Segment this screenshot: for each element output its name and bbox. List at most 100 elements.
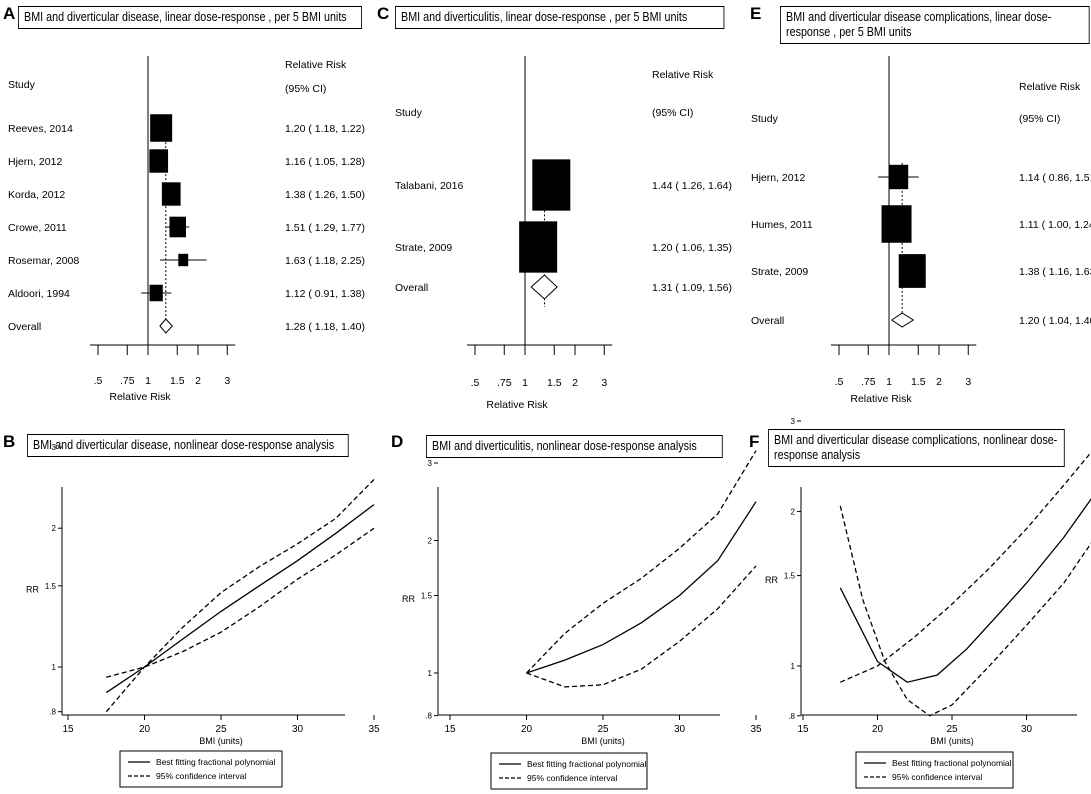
x-tick-label: .75 (120, 375, 135, 387)
study-rr-text: 1.16 ( 1.05, 1.28) (285, 156, 365, 168)
study-rr-text: 1.11 ( 1.00, 1.24) (1019, 219, 1091, 231)
x-axis-label: BMI (units) (199, 736, 243, 746)
x-tick-label: 25 (946, 724, 958, 735)
study-header: Study (8, 79, 36, 91)
y-axis-label: RR (765, 575, 778, 585)
study-label: Korda, 2012 (8, 189, 65, 201)
ci-curve (106, 527, 375, 678)
x-tick-label: .5 (94, 375, 103, 387)
study-box (161, 182, 181, 206)
overall-rr-text: 1.28 ( 1.18, 1.40) (285, 321, 365, 333)
overall-label: Overall (751, 315, 784, 327)
study-label: Hjern, 2012 (8, 156, 62, 168)
y-tick-label: .8 (425, 712, 432, 721)
legend-dashed-label: 95% confidence interval (156, 771, 246, 781)
panel-title: BMI and diverticular disease, linear dos… (18, 6, 362, 29)
study-box (169, 216, 186, 238)
overall-rr-text: 1.20 ( 1.04, 1.40) (1019, 315, 1091, 327)
x-axis-label: Relative Risk (486, 399, 548, 411)
x-tick-label: 20 (521, 724, 533, 735)
x-tick-label: 1.5 (911, 376, 926, 388)
panel-title: BMI and diverticulitis, linear dose-resp… (395, 6, 725, 29)
study-box (178, 253, 189, 267)
x-tick-label: 30 (1021, 724, 1033, 735)
panel-a: A BMI and diverticular disease, linear d… (0, 0, 370, 420)
ci-curve (105, 479, 375, 713)
rr-header: Relative Risk (285, 59, 347, 71)
study-box (532, 159, 571, 211)
overall-label: Overall (395, 282, 428, 294)
y-tick-label: 1 (428, 669, 433, 678)
legend-solid-label: Best fitting fractional polynomial (527, 759, 647, 769)
study-label: Hjern, 2012 (751, 172, 805, 184)
panel-title: BMI and diverticular disease complicatio… (780, 6, 1090, 44)
forest-plot-a: Relative Risk (95% CI) Study Reeves, 2014 1.… (8, 56, 365, 403)
study-label: Humes, 2011 (751, 219, 813, 231)
curve-plot-d: 15 20 25 30 35 BMI (units) .8 1 1.5 2 3 RR Best fitt… (402, 450, 762, 790)
x-tick-label: 2 (572, 377, 578, 389)
panel-letter: A (3, 4, 16, 23)
study-label: Strate, 2009 (751, 266, 808, 278)
x-tick-label: 3 (224, 375, 230, 387)
x-tick-label: 3 (601, 377, 607, 389)
study-box (149, 149, 169, 173)
x-tick-label: 1.5 (547, 377, 562, 389)
study-label: Aldoori, 1994 (8, 288, 70, 300)
x-tick-label: 3 (965, 376, 971, 388)
panel-title: BMI and diverticular disease complicatio… (768, 429, 1065, 467)
y-tick-label: 3 (791, 417, 796, 426)
y-tick-label: 1.5 (45, 582, 57, 591)
study-label: Talabani, 2016 (395, 180, 463, 192)
ci-curve (526, 450, 757, 674)
ci-curve (526, 565, 757, 688)
ci-header: (95% CI) (285, 83, 326, 95)
y-tick-label: .8 (49, 708, 56, 717)
y-tick-label: 3 (52, 443, 57, 452)
x-tick-label: 2 (936, 376, 942, 388)
x-axis-label: BMI (units) (930, 736, 974, 746)
legend-dashed-label: 95% confidence interval (892, 772, 982, 782)
study-box (150, 114, 173, 142)
overall-label: Overall (8, 321, 41, 333)
x-tick-label: 35 (750, 724, 762, 735)
x-tick-label: 30 (674, 724, 686, 735)
panel-e: E BMI and diverticular disease complicat… (735, 0, 1091, 420)
ci-curve (839, 505, 1091, 717)
x-tick-label: 35 (368, 724, 380, 735)
y-tick-label: 2 (52, 524, 57, 533)
legend-box (855, 751, 1014, 789)
panel-f: F BMI and diverticular disease complicat… (735, 417, 1091, 794)
study-header: Study (751, 113, 779, 125)
overall-diamond (530, 274, 558, 300)
x-tick-label: 1 (522, 377, 528, 389)
x-tick-label: 1 (145, 375, 151, 387)
study-box (898, 254, 926, 288)
x-tick-label: .5 (471, 377, 480, 389)
legend-box (119, 750, 283, 788)
study-header: Study (395, 107, 423, 119)
ci-header: (95% CI) (1019, 113, 1060, 125)
y-tick-label: 1 (791, 662, 796, 671)
panel-letter: E (750, 4, 762, 23)
panel-title: BMI and diverticular disease, nonlinear … (27, 434, 349, 457)
legend-dashed-label: 95% confidence interval (527, 773, 617, 783)
ci-header: (95% CI) (652, 107, 693, 119)
x-tick-label: 15 (444, 724, 456, 735)
x-tick-label: .75 (861, 376, 876, 388)
forest-plot-c: Relative Risk (95% CI) Study Talabani, 2016… (395, 56, 732, 411)
y-axis-label: RR (402, 594, 415, 604)
x-tick-label: 15 (797, 724, 809, 735)
x-tick-label: .75 (497, 377, 512, 389)
x-tick-label: 30 (292, 724, 304, 735)
x-tick-label: 25 (215, 724, 227, 735)
panel-title: BMI and diverticulitis, nonlinear dose-r… (426, 435, 723, 458)
legend-solid-label: Best fitting fractional polynomial (892, 758, 1012, 768)
overall-diamond (159, 318, 173, 334)
study-rr-text: 1.20 ( 1.06, 1.35) (652, 242, 732, 254)
x-axis-label: BMI (units) (581, 736, 625, 746)
y-tick-label: 1.5 (421, 591, 433, 600)
y-tick-label: 2 (428, 537, 433, 546)
study-label: Strate, 2009 (395, 242, 452, 254)
y-tick-label: 2 (791, 507, 796, 516)
